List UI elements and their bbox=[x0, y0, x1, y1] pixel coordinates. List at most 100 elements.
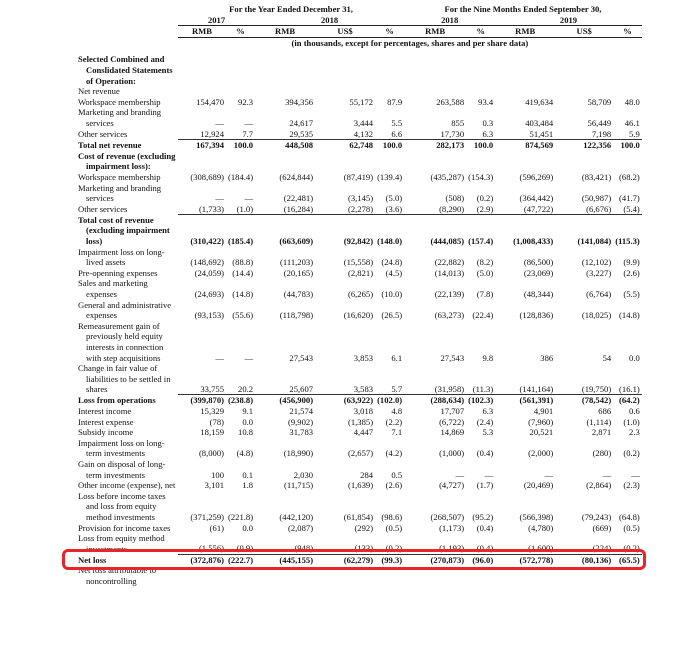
value-cell: 3,018 bbox=[353, 405, 374, 416]
value-cell: (65.5) bbox=[613, 553, 642, 566]
value-cell: (24,693) bbox=[194, 288, 224, 299]
value-cell: (572,778) bbox=[495, 553, 556, 566]
value-cell: (80,136) bbox=[555, 553, 614, 566]
value-cell: 10.8 bbox=[238, 427, 254, 438]
value-cell: 9.8 bbox=[482, 352, 494, 363]
table-body: Selected Combined and Conslidated Statem… bbox=[78, 54, 642, 586]
table-row: Marketing and branding services — — 24,617 3… bbox=[78, 107, 642, 128]
table-row: Workspace membership (308,689) (184.4) (624… bbox=[78, 172, 642, 183]
value-cell: 21,574 bbox=[289, 405, 314, 416]
value-cell: (2,087) bbox=[288, 522, 314, 533]
value-cell: (308,689) bbox=[190, 171, 224, 182]
value-cell: (456,900) bbox=[255, 394, 316, 406]
value-cell: 5.7 bbox=[391, 383, 403, 394]
value-cell: (9,902) bbox=[288, 416, 314, 427]
row-label: Loss before income taxes and loss from e… bbox=[78, 490, 166, 522]
value-cell: 14,869 bbox=[440, 427, 465, 438]
value-cell: (3,227) bbox=[586, 267, 612, 278]
value-cell: (268,507) bbox=[430, 511, 465, 522]
value-cell: 7.1 bbox=[391, 427, 403, 438]
value-cell: 33,755 bbox=[200, 383, 224, 394]
value-cell: (1,556) bbox=[198, 543, 224, 554]
value-cell: 17,707 bbox=[440, 405, 465, 416]
value-cell: 0.6 bbox=[629, 405, 640, 416]
value-cell: (185.4) bbox=[226, 214, 256, 247]
period-header: For the Nine Months Ended September 30, bbox=[444, 4, 602, 14]
row-label: Provision for income taxes bbox=[78, 522, 171, 533]
value-cell: 0.1 bbox=[242, 469, 254, 480]
value-cell: (2,000) bbox=[528, 448, 554, 459]
period-header: For the Year Ended December 31, bbox=[229, 4, 353, 14]
value-cell: (8,000) bbox=[198, 448, 224, 459]
value-cell: (435,287) bbox=[430, 171, 465, 182]
value-cell: (47,722) bbox=[523, 203, 554, 214]
row-label: Subsidy income bbox=[78, 427, 134, 438]
value-cell: (1,173) bbox=[439, 522, 465, 533]
table-row: Net loss attributable to noncontrolling bbox=[78, 565, 642, 586]
value-cell: 419,634 bbox=[525, 96, 554, 107]
value-cell: (19,750) bbox=[581, 383, 612, 394]
empty-cell bbox=[78, 4, 178, 15]
value-cell: 2,030 bbox=[293, 469, 314, 480]
value-cell: (371,259) bbox=[190, 511, 224, 522]
currency-header: RMB bbox=[178, 25, 226, 38]
header-row: 2017 2018 2018 2019 bbox=[78, 14, 642, 27]
value-cell: (79,243) bbox=[581, 511, 612, 522]
value-cell: (148,692) bbox=[190, 257, 224, 268]
value-cell: (44,783) bbox=[283, 288, 314, 299]
value-cell: 31,783 bbox=[289, 427, 314, 438]
value-cell: (83,421) bbox=[581, 171, 612, 182]
value-cell: (238.8) bbox=[226, 394, 256, 406]
table-row: Gain on disposal of long-term investment… bbox=[78, 459, 642, 480]
year-header: 2018 bbox=[255, 14, 405, 27]
value-cell: (16,284) bbox=[283, 203, 314, 214]
value-cell: (1,600) bbox=[528, 543, 554, 554]
value-cell: (2.2) bbox=[385, 416, 403, 427]
value-cell: — bbox=[544, 469, 554, 480]
value-cell: (372,876) bbox=[178, 553, 226, 566]
empty-cell bbox=[78, 15, 178, 26]
value-cell: (64.2) bbox=[613, 394, 642, 406]
value-cell: (0.5) bbox=[623, 522, 640, 533]
value-cell: (3.6) bbox=[385, 203, 403, 214]
value-cell: (10.0) bbox=[381, 288, 403, 299]
header-row: RMB% RMB US$% RMB% RMB US$% bbox=[78, 25, 642, 38]
value-cell: (561,391) bbox=[495, 394, 556, 406]
value-cell: 24,617 bbox=[289, 117, 314, 128]
value-cell: (31,958) bbox=[434, 383, 465, 394]
value-cell: 2,871 bbox=[591, 427, 612, 438]
value-cell: (14.4) bbox=[232, 267, 254, 278]
row-label: Net loss attributable to noncontrolling bbox=[78, 565, 157, 586]
row-label: Gain on disposal of long-term investment… bbox=[78, 458, 166, 480]
table-row: Provision for income taxes (61) 0.0 (2,087)… bbox=[78, 523, 642, 534]
value-cell: (3,145) bbox=[348, 193, 374, 204]
value-cell: (288,634) bbox=[404, 394, 467, 406]
row-label: General and administrative expenses bbox=[78, 299, 172, 321]
value-cell: (0.4) bbox=[476, 522, 494, 533]
currency-header: % bbox=[375, 25, 405, 38]
table-row: Impairment loss on long-lived assets (148… bbox=[78, 247, 642, 268]
value-cell: (0.5) bbox=[385, 522, 403, 533]
currency-header: US$ bbox=[555, 25, 614, 38]
value-cell: 448,508 bbox=[255, 139, 316, 151]
value-cell: (50,987) bbox=[581, 193, 612, 204]
value-cell: 12,924 bbox=[200, 128, 224, 139]
table-header: For the Year Ended December 31, For the N… bbox=[78, 4, 642, 54]
value-cell: (1,000) bbox=[439, 448, 465, 459]
value-cell: (1.0) bbox=[623, 416, 640, 427]
header-row: (in thousands, except for percentages, s… bbox=[78, 37, 642, 54]
value-cell: (4.5) bbox=[385, 267, 403, 278]
value-cell: (292) bbox=[354, 522, 374, 533]
value-cell: 0.0 bbox=[242, 522, 254, 533]
value-cell: (6,265) bbox=[348, 288, 374, 299]
row-label: Interest expense bbox=[78, 416, 134, 427]
value-cell: 9.1 bbox=[242, 405, 254, 416]
value-cell: (1.0) bbox=[236, 203, 254, 214]
value-cell: (624,844) bbox=[279, 171, 314, 182]
value-cell: (11,715) bbox=[284, 480, 314, 491]
value-cell: (88.8) bbox=[232, 257, 254, 268]
value-cell: (16.1) bbox=[619, 383, 640, 394]
table-row: Loss from operations (399,870) (238.8) (456… bbox=[78, 394, 642, 406]
value-cell: (18,990) bbox=[283, 448, 314, 459]
row-label: Pre-openning expenses bbox=[78, 267, 158, 278]
